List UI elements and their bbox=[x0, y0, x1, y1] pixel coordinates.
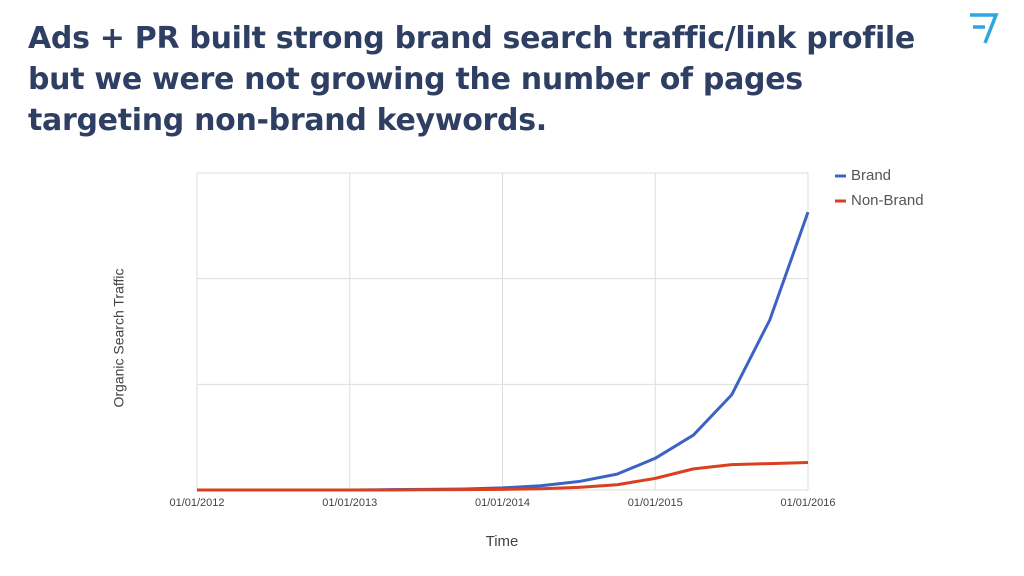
x-tick-label: 01/01/2012 bbox=[169, 497, 224, 509]
slide-title: Ads + PR built strong brand search traff… bbox=[28, 21, 915, 138]
x-tick-label: 01/01/2013 bbox=[322, 497, 377, 509]
x-axis-label: Time bbox=[486, 533, 519, 550]
y-axis-label: Organic Search Traffic bbox=[111, 268, 127, 407]
x-tick-label: 01/01/2015 bbox=[628, 497, 683, 509]
legend-label: Non-Brand bbox=[851, 192, 924, 209]
x-tick-label: 01/01/2016 bbox=[780, 497, 835, 509]
legend-label: Brand bbox=[851, 167, 891, 184]
logo bbox=[970, 13, 999, 44]
data-line bbox=[197, 461, 809, 492]
x-tick-label: 01/01/2014 bbox=[475, 497, 530, 509]
